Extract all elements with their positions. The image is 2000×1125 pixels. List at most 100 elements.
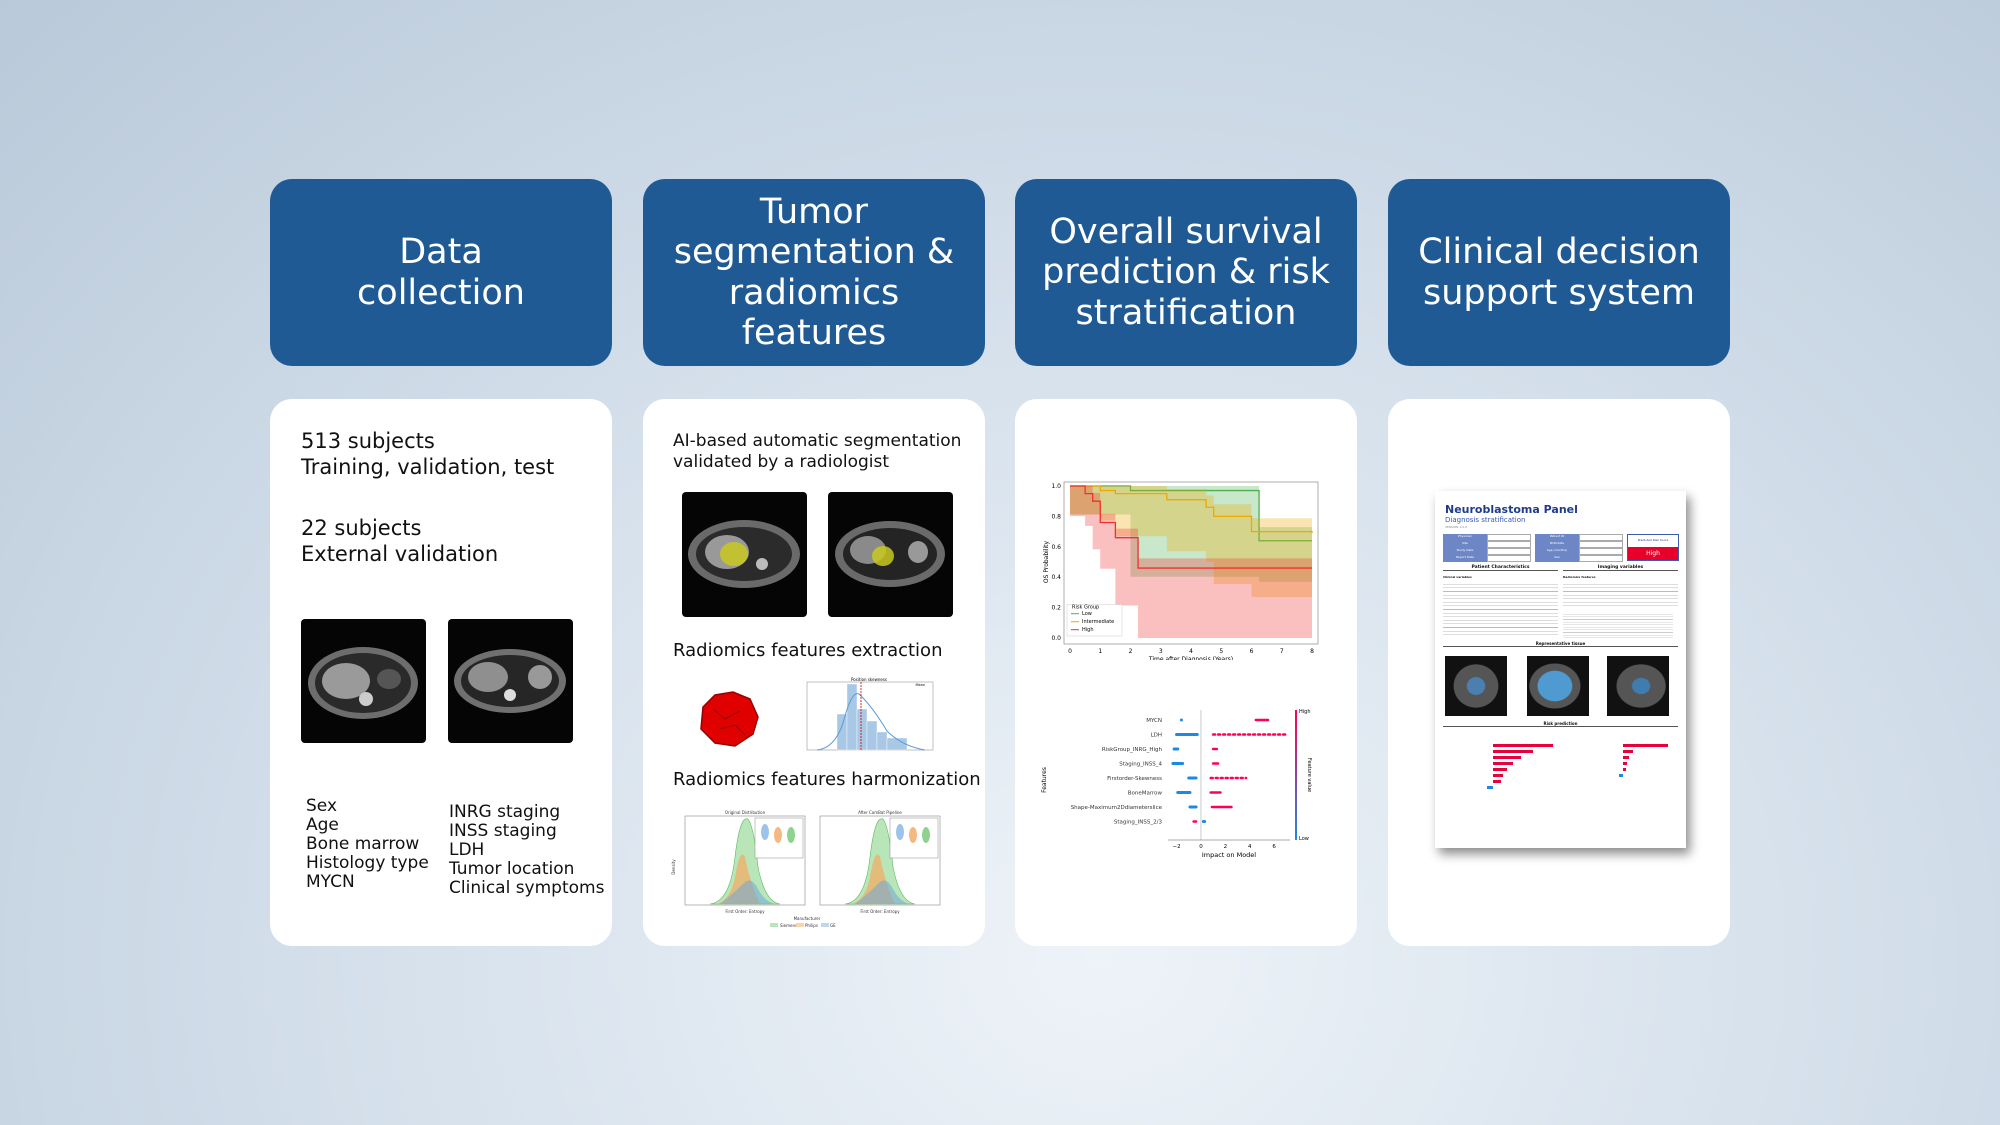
panel-title: Neuroblastoma Panel <box>1445 503 1578 516</box>
confidence-band <box>1070 486 1312 597</box>
feature-label: Staging_INSS_2/3 <box>1114 820 1163 826</box>
colorbar <box>1295 710 1297 840</box>
legend-box <box>1066 604 1123 637</box>
var-item: Bone marrow <box>306 834 420 854</box>
x-tick-label: 3 <box>1159 648 1163 655</box>
x-tick-label: −2 <box>1172 844 1180 850</box>
x-tick-label: 7 <box>1280 648 1284 655</box>
x-axis-label: Time after Diagnosis (Years) <box>1148 656 1233 660</box>
x-tick-label: 0 <box>1199 844 1203 850</box>
info-label: Patient ID <box>1535 534 1579 541</box>
info-label: Physician <box>1443 534 1487 541</box>
var-item: MYCN <box>306 872 355 892</box>
info-row: Study Date <box>1443 548 1531 555</box>
tumor-3d-render <box>700 691 759 747</box>
info-row: Physician <box>1443 534 1531 541</box>
x-tick-label: 6 <box>1250 648 1254 655</box>
info-row: Sex <box>1535 555 1623 562</box>
y-tick-label: 0.6 <box>1051 544 1061 551</box>
feature-histogram: Position skewness Mean <box>806 677 934 751</box>
panel-version: VERSION 1.0.0 <box>1445 525 1468 529</box>
risk-bar-charts <box>1487 744 1668 789</box>
risk-score-box: Predicted Risk Score High <box>1627 534 1679 561</box>
var-item: Clinical symptoms <box>449 878 605 898</box>
survival-curve-intermediate <box>1070 485 1313 534</box>
y-tick-label: 0.0 <box>1051 635 1061 642</box>
feature-label: BoneMarrow <box>1128 791 1163 797</box>
svg-text:Original Distribution: Original Distribution <box>725 810 766 815</box>
x-tick-label: 5 <box>1219 648 1223 655</box>
legend-label: High <box>1082 627 1094 633</box>
svg-text:After ComBat Pipeline: After ComBat Pipeline <box>858 810 902 815</box>
plot-frame <box>1063 481 1319 645</box>
section-patient: Patient Characteristics <box>1443 565 1558 571</box>
clinical-vars-left: Sex Age Bone marrow Histology type MYCN <box>306 797 429 892</box>
var-item: Sex <box>306 796 338 816</box>
x-tick-label: 8 <box>1310 648 1314 655</box>
var-item: INSS staging <box>449 821 557 841</box>
colorbar-high: High <box>1299 709 1311 715</box>
info-row: Age (months) <box>1535 548 1623 555</box>
colorbar-label: Feature value <box>1306 758 1312 792</box>
y-axis-label: Features <box>1041 767 1048 793</box>
info-label: Report Date <box>1443 555 1487 562</box>
risk-score-value: High <box>1628 547 1678 560</box>
feature-label: RiskGroup_INRG_High <box>1102 747 1163 753</box>
info-row: Site <box>1443 541 1531 548</box>
header-survival-prediction: Overall survival prediction & risk strat… <box>1015 179 1357 366</box>
confidence-band <box>1070 486 1312 582</box>
feature-label: LDH <box>1151 733 1162 739</box>
segmented-mri-image <box>828 492 953 617</box>
info-label: Sex <box>1535 555 1579 562</box>
y-tick-label: 0.2 <box>1051 605 1061 612</box>
tissue-image <box>1607 656 1669 716</box>
harmonization-density-plots: Original Distribution After ComBat Pipel… <box>671 810 941 928</box>
feature-label: MYCN <box>1146 718 1162 724</box>
survival-curve-high <box>1070 485 1312 569</box>
confidence-band <box>1070 486 1312 638</box>
extraction-label: Radiomics features extraction <box>673 640 943 661</box>
y-tick-label: 0.4 <box>1051 574 1061 581</box>
segmented-mri-image <box>682 492 807 617</box>
info-row: Report Date <box>1443 555 1531 562</box>
var-item: Histology type <box>306 853 429 873</box>
y-tick-label: 1.0 <box>1051 483 1061 490</box>
var-item: Tumor location <box>449 859 575 879</box>
y-axis-label: OS Probability <box>1043 540 1050 583</box>
svg-text:Philips: Philips <box>805 923 818 928</box>
feature-label: Staging_INSS_4 <box>1119 762 1162 768</box>
header-tumor-segmentation: Tumor segmentation & radiomics features <box>643 179 985 366</box>
legend-title: Risk Group <box>1072 605 1099 611</box>
var-item: INRG staging <box>449 802 561 822</box>
info-label: Study Date <box>1443 548 1487 555</box>
survival-curve-low <box>1070 485 1312 542</box>
x-tick-label: 6 <box>1272 844 1276 850</box>
tissue-image <box>1445 656 1507 716</box>
neuroblastoma-panel-report: Neuroblastoma Panel Diagnosis stratifica… <box>1435 491 1686 848</box>
feature-label: Firstorder-Skewness <box>1107 776 1162 782</box>
info-label: Age (months) <box>1535 548 1579 555</box>
legend-label: Low <box>1082 611 1092 617</box>
feature-label: Shape-Maximum2Ddiameterslice <box>1071 805 1163 811</box>
cohort-training: 513 subjects Training, validation, test <box>301 429 555 479</box>
header-data-collection: Data collection <box>270 179 612 366</box>
svg-text:First Order: Entropy: First Order: Entropy <box>860 909 900 914</box>
svg-text:First Order: Entropy: First Order: Entropy <box>725 909 765 914</box>
harmonization-label: Radiomics features harmonization <box>673 769 981 790</box>
info-label: Site <box>1443 541 1487 548</box>
section-imaging: Imaging variables <box>1563 565 1678 571</box>
section-tissue: Representative tissue <box>1443 641 1678 647</box>
header-decision-support: Clinical decision support system <box>1388 179 1730 366</box>
svg-text:Density: Density <box>671 859 676 875</box>
info-row: Patient ID <box>1535 534 1623 541</box>
colorbar-low: Low <box>1299 836 1309 842</box>
svg-text:GE: GE <box>830 923 836 928</box>
info-label: Birthdate <box>1535 541 1579 548</box>
subsection-radiomics: Radiomics features <box>1563 575 1596 579</box>
x-axis-label: Impact on Model <box>1202 851 1256 859</box>
mri-image <box>301 619 426 743</box>
kaplan-meier-chart: 0 1 2 3 4 5 6 7 8 0.0 0.2 0.4 0.6 0.8 1.0 Time after Di… <box>1043 481 1319 660</box>
panel-subtitle: Diagnosis stratification <box>1445 516 1526 524</box>
y-tick-label: 0.8 <box>1051 513 1061 520</box>
section-risk: Risk prediction <box>1443 721 1678 727</box>
